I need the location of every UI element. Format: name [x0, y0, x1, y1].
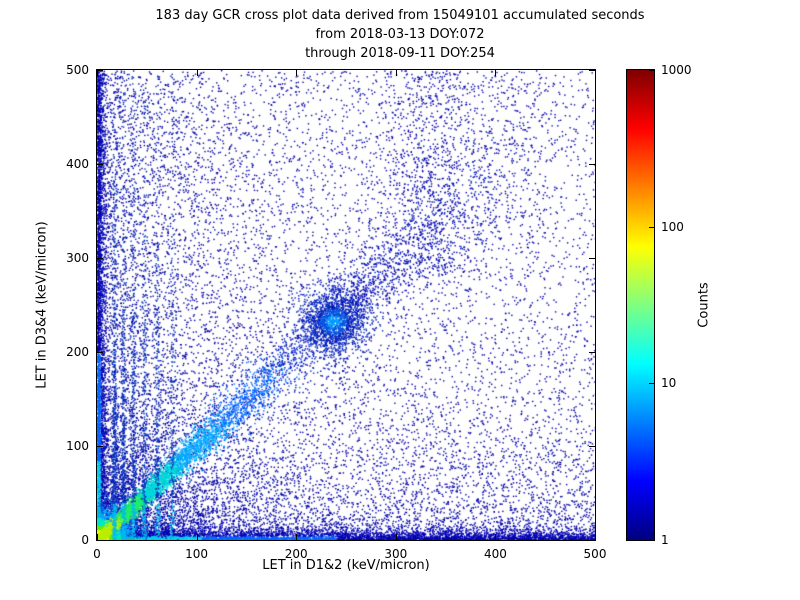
y-tick-label: 100	[66, 439, 89, 453]
colorbar	[626, 69, 655, 541]
x-tick	[196, 534, 198, 540]
y-tick	[97, 70, 103, 71]
colorbar-tick-label: 10	[661, 376, 677, 391]
x-tick-label: 200	[284, 547, 308, 561]
colorbar-tick-label: 1000	[661, 63, 692, 77]
x-tick-top	[196, 70, 198, 76]
y-tick-label: 500	[66, 63, 89, 77]
x-tick-label: 500	[583, 547, 607, 561]
y-tick-right	[589, 352, 595, 353]
colorbar-tick-label: 1	[661, 533, 669, 547]
x-tick-top	[595, 70, 596, 76]
y-tick	[97, 446, 103, 447]
x-tick	[296, 534, 298, 540]
title-line-3: through 2018-09-11 DOY:254	[305, 46, 495, 61]
x-tick-top	[395, 70, 397, 76]
colorbar-tick	[649, 226, 654, 228]
x-tick-label: 300	[384, 547, 408, 561]
y-tick-right	[589, 258, 595, 259]
x-tick-label: 100	[185, 547, 209, 561]
y-tick-label: 400	[66, 157, 89, 171]
x-tick-top	[296, 70, 298, 76]
colorbar-tick	[649, 383, 654, 385]
y-tick	[97, 540, 103, 541]
y-tick-right	[589, 164, 595, 165]
plot-area	[96, 69, 596, 541]
y-tick-right	[589, 70, 595, 71]
x-tick-top	[495, 70, 497, 76]
x-axis-label: LET in D1&2 (keV/micron)	[262, 558, 430, 573]
chart-title: 183 day GCR cross plot data derived from…	[0, 6, 800, 63]
y-tick-label: 200	[66, 345, 89, 359]
x-tick-top	[97, 70, 98, 76]
y-tick-label: 0	[81, 533, 89, 547]
colorbar-tick-label: 100	[661, 219, 684, 234]
y-tick	[97, 352, 103, 353]
x-tick-label: 0	[93, 547, 101, 561]
colorbar-tick	[649, 70, 654, 71]
colorbar-label: Counts	[696, 282, 712, 328]
y-tick-label: 300	[66, 251, 89, 265]
y-tick	[97, 164, 103, 165]
x-tick	[97, 534, 98, 540]
plot-canvas	[97, 70, 595, 540]
x-tick-label: 400	[483, 547, 507, 561]
title-line-1: 183 day GCR cross plot data derived from…	[155, 8, 645, 23]
colorbar-tick	[649, 540, 654, 541]
y-tick	[97, 258, 103, 259]
x-tick	[595, 534, 596, 540]
y-tick-right	[589, 446, 595, 447]
x-tick	[395, 534, 397, 540]
title-line-2: from 2018-03-13 DOY:072	[315, 27, 485, 42]
y-tick-right	[589, 540, 595, 541]
x-tick	[495, 534, 497, 540]
y-axis-label: LET in D3&4 (keV/micron)	[34, 221, 50, 389]
